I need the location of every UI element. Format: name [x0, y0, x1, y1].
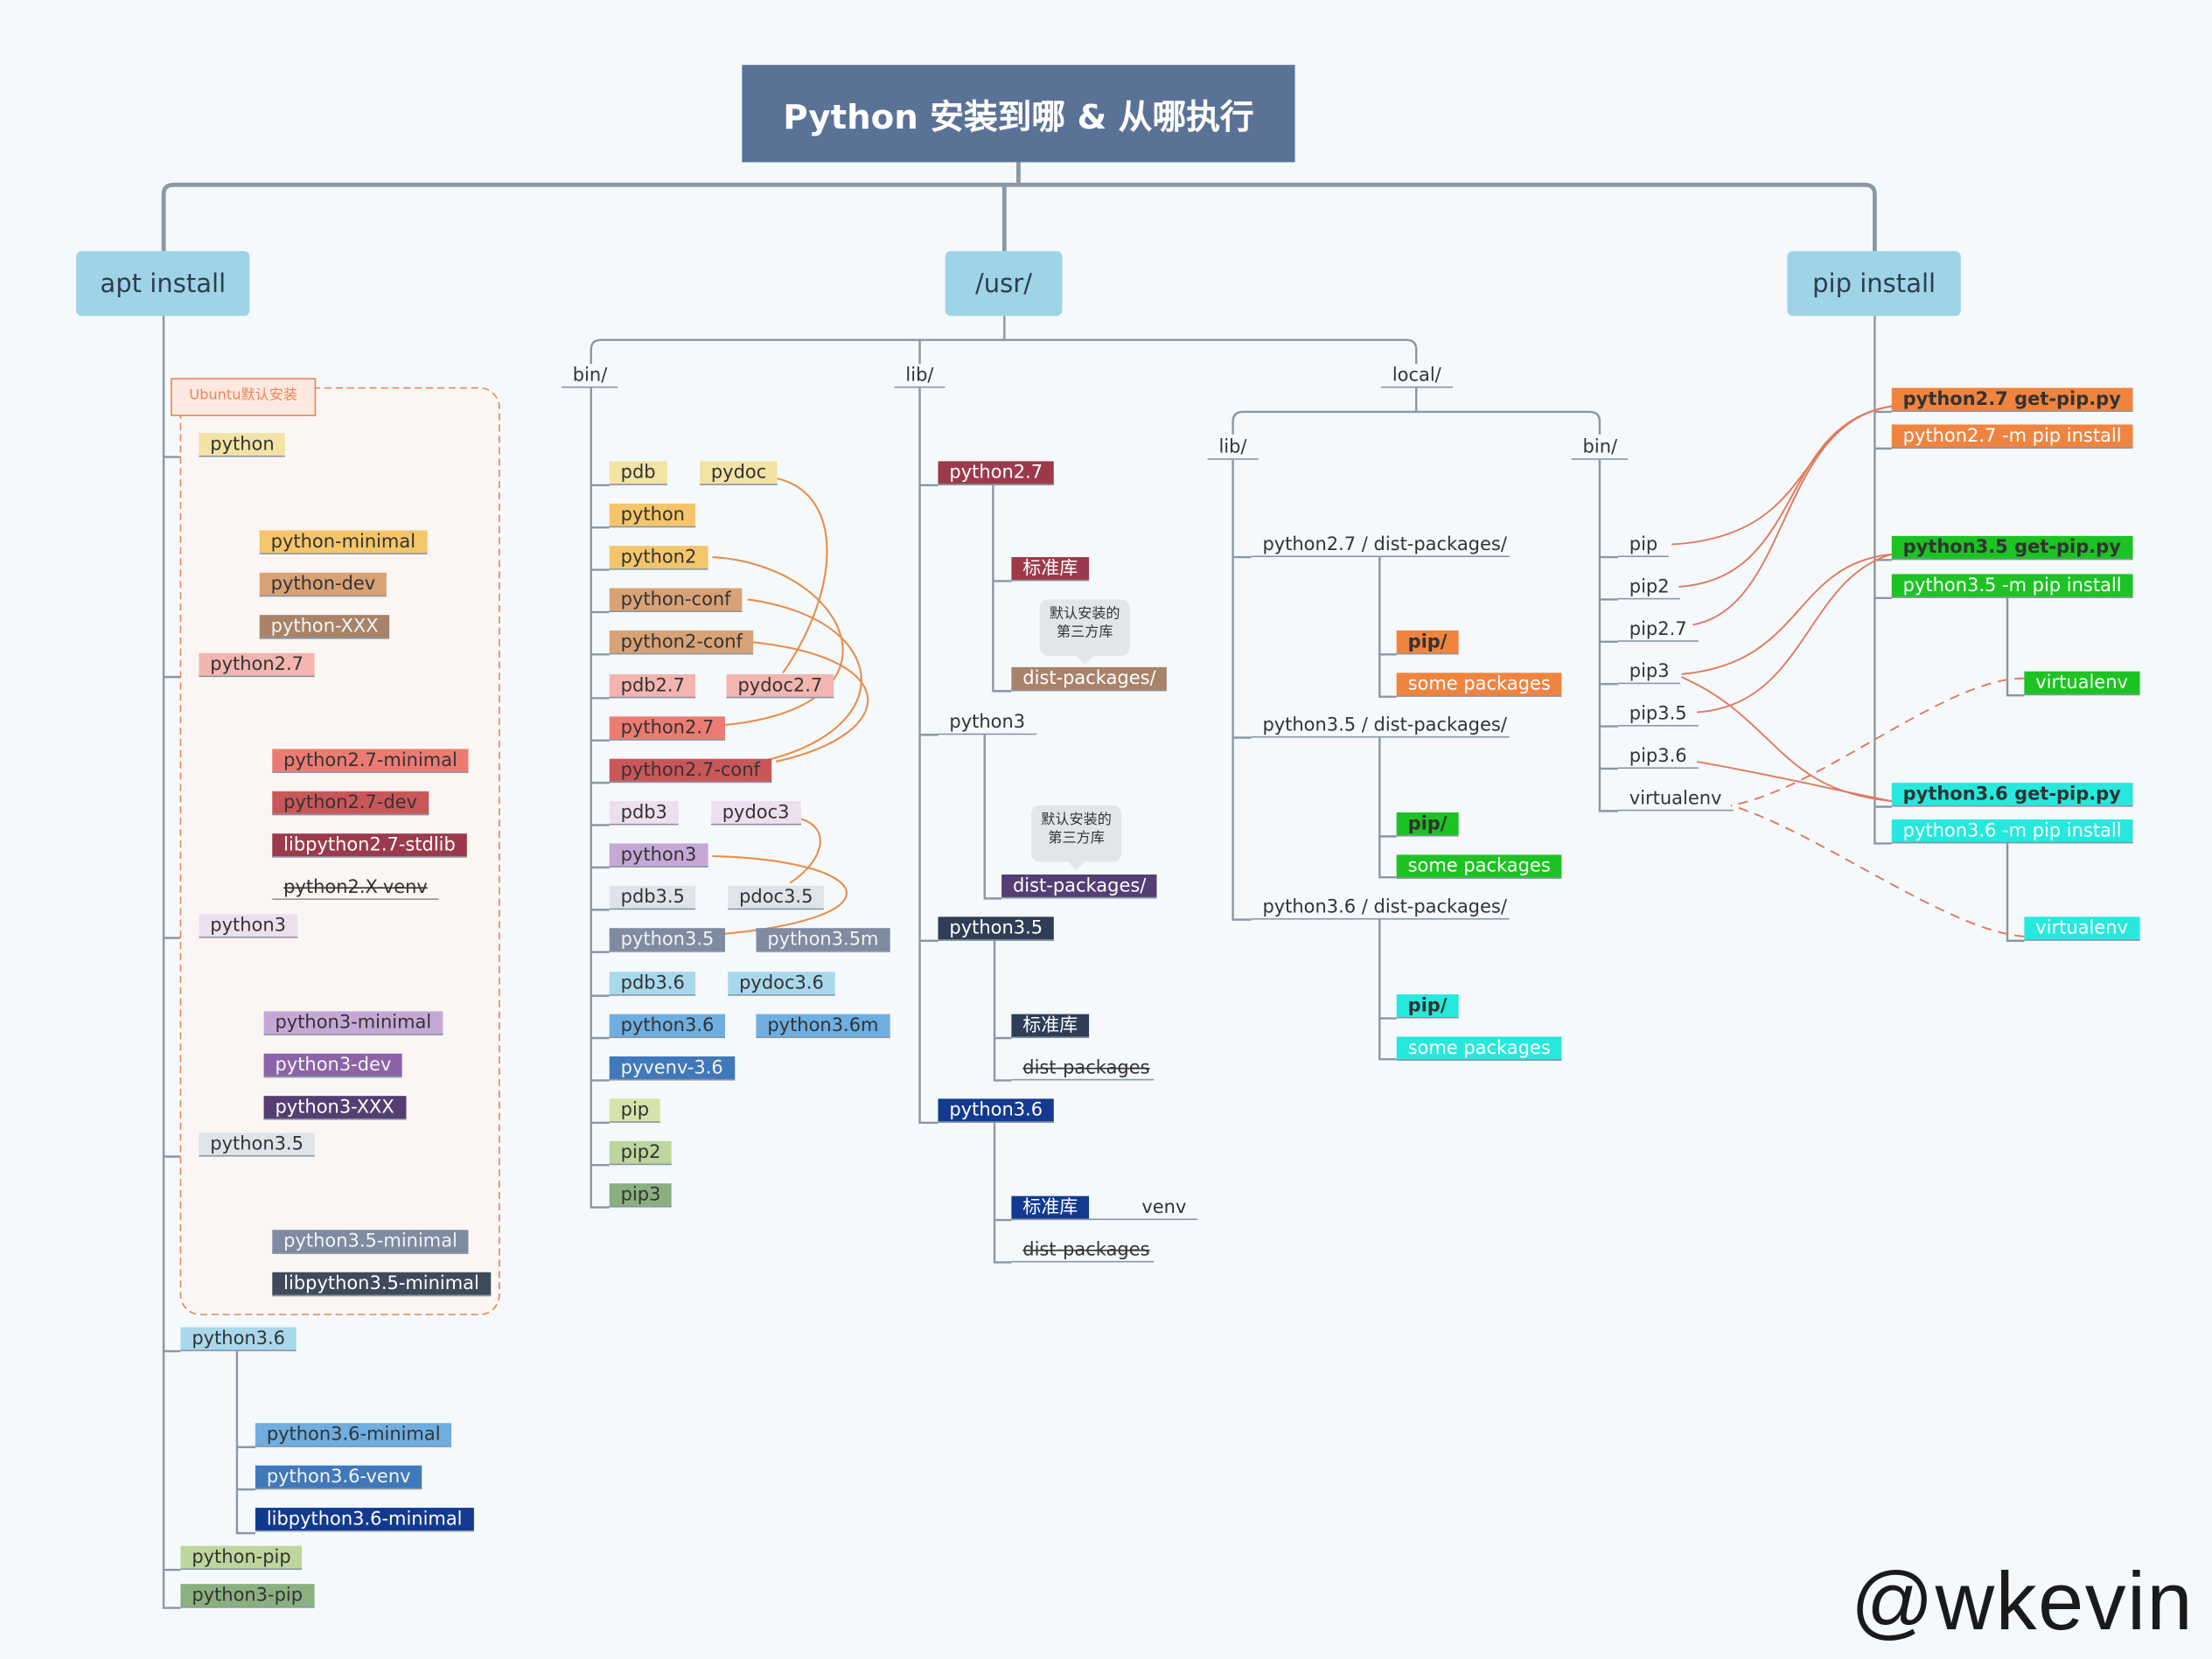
- pip-venv36: virtualenv: [2024, 917, 2139, 941]
- apt-python27: python2.7: [199, 652, 315, 678]
- local-bin-pip36: pip3.6: [1617, 745, 1699, 769]
- branch-usr: /usr/: [945, 251, 1063, 317]
- apt-python-pip: python-pip: [180, 1545, 303, 1571]
- apt-python3: python3: [199, 914, 297, 938]
- local-lib35: python3.5 / dist-packages/: [1251, 714, 1510, 738]
- lib-python35: python3.5: [938, 917, 1055, 941]
- apt-python36-minimal: python3.6-minimal: [255, 1423, 452, 1447]
- bin-pydoc27: pydoc2.7: [726, 673, 834, 699]
- branch-apt-install: apt install: [76, 251, 250, 317]
- bin-python35m: python3.5m: [756, 928, 890, 952]
- local-pip-dir-35: pip/: [1396, 812, 1459, 837]
- local-bin-virtualenv: virtualenv: [1617, 787, 1734, 812]
- bin-python: python: [609, 503, 696, 528]
- lib-python27: python2.7: [938, 461, 1055, 485]
- lib-stdlib35: 标准库: [1011, 1014, 1090, 1039]
- usr-local-dir: local/: [1380, 364, 1453, 388]
- local-some-35: some packages: [1396, 854, 1562, 879]
- bin-python36: python3.6: [609, 1014, 726, 1039]
- pip-get27: python2.7 get-pip.py: [1891, 387, 2132, 412]
- apt-python35-minimal: python3.5-minimal: [272, 1230, 469, 1254]
- pip-m35: python3.5 -m pip install: [1891, 574, 2133, 598]
- local-some-36: some packages: [1396, 1036, 1562, 1061]
- watermark: @wkevin: [1850, 1555, 2195, 1648]
- apt-python2x-venv: python2.X-venv: [272, 876, 439, 900]
- local-some-27: some packages: [1396, 673, 1562, 697]
- local-pip-dir-36: pip/: [1396, 994, 1459, 1019]
- bin-python3: python3: [609, 843, 708, 868]
- lib-dist3: dist-packages/: [1001, 874, 1158, 899]
- apt-python-xxx: python-XXX: [259, 615, 390, 639]
- bin-python27: python2.7: [609, 716, 726, 741]
- lib-stdlib36: 标准库: [1011, 1195, 1090, 1221]
- lib-dist36: dist-packages: [1011, 1238, 1155, 1263]
- lib-dist35: dist-packages: [1011, 1056, 1155, 1081]
- bin-python2: python2: [609, 546, 708, 570]
- pip-get36: python3.6 get-pip.py: [1891, 783, 2132, 807]
- bin-python36m: python3.6m: [756, 1014, 890, 1039]
- local-bin-dir: bin/: [1571, 436, 1629, 460]
- usr-lib-dir: lib/: [894, 364, 946, 388]
- bin-pdb35: pdb3.5: [609, 885, 696, 910]
- diagram-title: Python 安装到哪 & 从哪执行: [742, 65, 1295, 163]
- bin-pydoc36: pydoc3.6: [728, 972, 835, 996]
- lib-python36: python3.6: [938, 1098, 1055, 1123]
- local-bin-pip35: pip3.5: [1617, 702, 1699, 727]
- lib-venv: venv: [1089, 1196, 1198, 1221]
- bin-python-conf: python-conf: [609, 588, 743, 612]
- pip-venv35: virtualenv: [2024, 671, 2139, 696]
- local-bin-pip: pip: [1617, 533, 1670, 558]
- local-pip-dir-27: pip/: [1396, 630, 1459, 655]
- apt-python27-minimal: python2.7-minimal: [272, 749, 469, 773]
- bin-pdoc35: pdoc3.5: [728, 885, 825, 910]
- apt-libpython27-stdlib: libpython2.7-stdlib: [272, 833, 467, 858]
- local-lib27: python2.7 / dist-packages/: [1251, 533, 1510, 558]
- lib-stdlib27: 标准库: [1011, 557, 1090, 582]
- bin-pip3: pip3: [609, 1183, 673, 1208]
- bin-pdb27: pdb2.7: [609, 673, 696, 699]
- apt-python36-venv: python3.6-venv: [255, 1465, 422, 1490]
- bin-pdb3: pdb3: [609, 801, 679, 826]
- pip-m27: python2.7 -m pip install: [1891, 424, 2133, 449]
- apt-python-dev: python-dev: [259, 572, 387, 597]
- apt-libpython36-minimal: libpython3.6-minimal: [255, 1508, 474, 1532]
- apt-python27-dev: python2.7-dev: [272, 791, 429, 816]
- apt-python3-minimal: python3-minimal: [263, 1011, 443, 1035]
- bin-pip2: pip2: [609, 1140, 673, 1166]
- bin-pip: pip: [609, 1098, 660, 1123]
- bin-python2-conf: python2-conf: [609, 630, 754, 655]
- ubuntu-default-label: Ubuntu默认安装: [171, 378, 317, 416]
- bin-pydoc3: pydoc3: [710, 801, 801, 826]
- lib-python3: python3: [938, 711, 1037, 735]
- apt-python3-pip: python3-pip: [180, 1584, 314, 1608]
- pip-get35: python3.5 get-pip.py: [1891, 535, 2132, 561]
- pip-m36: python3.6 -m pip install: [1891, 819, 2133, 844]
- apt-python: python: [199, 433, 286, 457]
- lib-dist27: dist-packages/: [1011, 666, 1168, 692]
- local-bin-pip2: pip2: [1617, 575, 1681, 600]
- apt-libpython35-minimal: libpython3.5-minimal: [272, 1272, 491, 1297]
- apt-python-minimal: python-minimal: [259, 530, 427, 554]
- bin-pdb36: pdb3.6: [609, 972, 696, 996]
- lib-bubble-27: 默认安装的 第三方库: [1039, 599, 1130, 665]
- bin-pyvenv36: pyvenv-3.6: [609, 1056, 735, 1081]
- local-bin-pip3: pip3: [1617, 660, 1681, 685]
- local-lib-dir: lib/: [1207, 436, 1259, 460]
- bin-python27-conf: python2.7-conf: [609, 758, 771, 784]
- usr-bin-dir: bin/: [561, 364, 619, 388]
- branch-pip-install: pip install: [1787, 251, 1961, 317]
- lib-bubble-3: 默认安装的 第三方库: [1030, 805, 1122, 871]
- apt-python3-dev: python3-dev: [263, 1053, 403, 1078]
- apt-python36: python3.6: [180, 1327, 297, 1352]
- apt-python3-xxx: python3-XXX: [263, 1096, 406, 1120]
- bin-pdb: pdb: [609, 461, 667, 485]
- local-lib36: python3.6 / dist-packages/: [1251, 896, 1510, 920]
- bin-pydoc: pydoc: [699, 461, 778, 485]
- apt-python35: python3.5: [199, 1133, 315, 1157]
- local-bin-pip27: pip2.7: [1617, 617, 1699, 642]
- bin-python35: python3.5: [609, 928, 726, 952]
